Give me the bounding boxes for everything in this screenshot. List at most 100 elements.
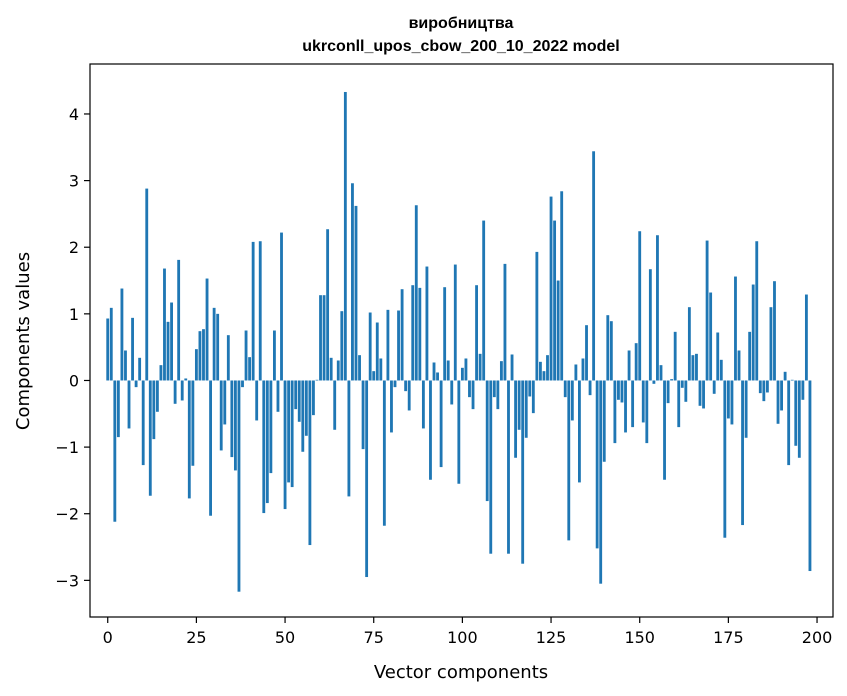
bar-189 <box>776 380 780 424</box>
bar-178 <box>737 350 741 381</box>
bar-179 <box>741 380 744 526</box>
bar-12 <box>148 380 152 496</box>
bar-21 <box>180 380 184 401</box>
bar-145 <box>620 380 624 403</box>
bar-63 <box>329 357 333 381</box>
bar-14 <box>155 380 159 412</box>
bar-142 <box>609 321 613 381</box>
bar-54 <box>297 380 301 422</box>
x-tick-label-200: 200 <box>802 628 833 647</box>
bar-13 <box>152 380 156 440</box>
bar-61 <box>322 295 326 381</box>
bar-11 <box>145 188 149 381</box>
y-axis-ticks: −3 −2 −1 0 1 2 3 4 <box>55 105 90 590</box>
bar-195 <box>797 380 801 458</box>
bar-80 <box>390 380 393 433</box>
bar-82 <box>397 310 400 381</box>
bar-81 <box>393 380 397 388</box>
bar-52 <box>290 380 294 488</box>
bar-127 <box>556 280 560 381</box>
bar-180 <box>744 380 748 438</box>
bar-89 <box>421 380 425 429</box>
bar-51 <box>287 380 291 483</box>
y-tick-label-0: 0 <box>69 371 79 390</box>
bar-193 <box>790 379 794 381</box>
bar-192 <box>787 380 791 466</box>
bar-75 <box>372 371 376 381</box>
bar-68 <box>347 380 351 497</box>
x-tick-label-50: 50 <box>275 628 295 647</box>
bar-87 <box>414 205 418 381</box>
bar-26 <box>198 331 202 381</box>
bar-70 <box>354 205 358 381</box>
bar-135 <box>585 325 588 381</box>
y-tick-label-2: 2 <box>69 238 79 257</box>
bar-99 <box>457 380 461 484</box>
bar-23 <box>187 380 191 499</box>
bar-48 <box>276 380 280 412</box>
bar-158 <box>666 380 670 404</box>
bar-169 <box>705 240 709 381</box>
bar-73 <box>365 380 369 578</box>
bar-35 <box>230 380 234 458</box>
bar-53 <box>294 380 298 410</box>
bar-182 <box>751 284 755 381</box>
plot-area-frame <box>89 63 834 618</box>
bar-44 <box>262 380 266 514</box>
bar-66 <box>340 311 344 381</box>
bar-134 <box>581 358 585 381</box>
bar-151 <box>641 380 645 423</box>
bar-144 <box>617 380 620 400</box>
bar-133 <box>578 380 581 483</box>
bar-43 <box>258 241 262 381</box>
bar-162 <box>680 380 684 388</box>
bar-72 <box>361 380 365 450</box>
bar-156 <box>659 365 663 381</box>
bar-194 <box>794 380 798 446</box>
bar-106 <box>482 220 486 381</box>
bar-10 <box>141 380 145 466</box>
bar-147 <box>627 350 631 381</box>
bar-8 <box>134 380 138 388</box>
bar-86 <box>411 285 415 381</box>
chart-title-line-1: виробництва <box>409 15 514 32</box>
bar-181 <box>748 331 752 381</box>
bar-71 <box>358 355 361 381</box>
chart-title: виробництва ukrconll_upos_cbow_200_10_20… <box>302 15 619 55</box>
x-tick-label-25: 25 <box>186 628 206 647</box>
bar-62 <box>326 229 330 381</box>
bar-188 <box>773 281 776 381</box>
bar-74 <box>368 312 372 381</box>
bar-18 <box>170 302 173 381</box>
bar-69 <box>351 183 354 381</box>
y-tick-label-4: 4 <box>69 105 79 124</box>
bar-22 <box>184 378 188 381</box>
bar-38 <box>241 380 244 388</box>
bar-111 <box>499 361 503 381</box>
bar-98 <box>453 264 457 381</box>
bar-88 <box>418 287 422 381</box>
bar-109 <box>492 380 496 398</box>
bar-95 <box>443 287 447 381</box>
bar-19 <box>173 380 177 404</box>
bar-112 <box>503 263 507 381</box>
bar-56 <box>304 380 308 436</box>
bar-64 <box>333 380 337 430</box>
bar-176 <box>730 380 734 425</box>
bar-173 <box>719 359 723 381</box>
bar-124 <box>546 355 549 381</box>
bar-94 <box>439 380 443 468</box>
bar-42 <box>255 380 259 421</box>
bar-4 <box>120 288 124 381</box>
bar-84 <box>404 380 408 392</box>
bar-119 <box>528 380 532 397</box>
bar-50 <box>283 380 287 510</box>
bar-137 <box>592 151 596 381</box>
bar-79 <box>386 309 390 381</box>
bar-146 <box>624 380 627 433</box>
bar-46 <box>269 380 273 474</box>
bar-102 <box>468 380 471 398</box>
bar-47 <box>273 330 276 381</box>
bar-90 <box>425 266 429 381</box>
y-tick-label--2: −2 <box>55 505 79 524</box>
